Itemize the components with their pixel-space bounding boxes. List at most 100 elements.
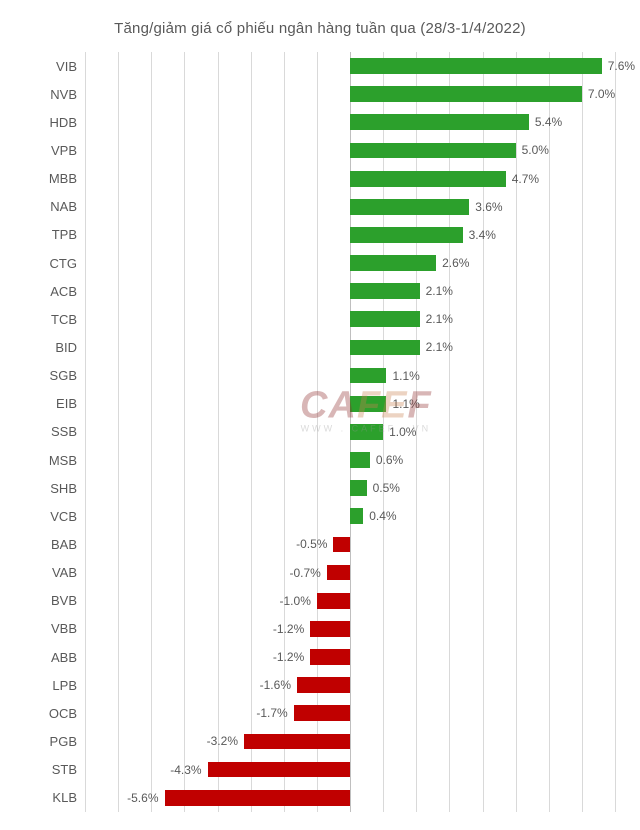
value-label: -5.6%	[127, 791, 158, 805]
y-axis-label: VIB	[25, 59, 85, 74]
bar	[350, 255, 436, 271]
bar-row: 7.6%	[85, 52, 615, 80]
value-label: -0.7%	[289, 566, 320, 580]
value-label: 5.4%	[535, 115, 562, 129]
bar-row: 1.1%	[85, 390, 615, 418]
bar-row: -1.2%	[85, 615, 615, 643]
bar	[350, 368, 386, 384]
value-label: 7.6%	[608, 59, 635, 73]
value-label: 1.1%	[392, 397, 419, 411]
bar	[208, 762, 350, 778]
y-axis-label: VAB	[25, 565, 85, 580]
bar-row: -1.2%	[85, 643, 615, 671]
bar-row: -0.5%	[85, 530, 615, 558]
bar-row: -1.6%	[85, 671, 615, 699]
bar	[165, 790, 351, 806]
y-axis-label: OCB	[25, 706, 85, 721]
bar-row: 4.7%	[85, 165, 615, 193]
bar	[350, 480, 367, 496]
value-label: 2.1%	[426, 312, 453, 326]
bar-row: 0.5%	[85, 474, 615, 502]
bar	[350, 340, 420, 356]
bar-row: -0.7%	[85, 559, 615, 587]
bar-row: -3.2%	[85, 727, 615, 755]
y-axis-label: VBB	[25, 621, 85, 636]
value-label: 4.7%	[512, 172, 539, 186]
y-axis-label: NVB	[25, 87, 85, 102]
y-axis-label: KLB	[25, 790, 85, 805]
y-axis-label: HDB	[25, 115, 85, 130]
value-label: -0.5%	[296, 537, 327, 551]
y-axis-label: SSB	[25, 424, 85, 439]
bar-row: 2.6%	[85, 249, 615, 277]
value-label: 0.6%	[376, 453, 403, 467]
value-label: 1.0%	[389, 425, 416, 439]
value-label: -1.2%	[273, 650, 304, 664]
value-label: 2.1%	[426, 284, 453, 298]
bar	[327, 565, 350, 581]
value-label: 2.6%	[442, 256, 469, 270]
chart-title: Tăng/giảm giá cổ phiếu ngân hàng tuần qu…	[25, 20, 615, 37]
bar-row: 2.1%	[85, 277, 615, 305]
bar	[350, 114, 529, 130]
value-label: 2.1%	[426, 340, 453, 354]
plot-area: VIBNVBHDBVPBMBBNABTPBCTGACBTCBBIDSGBEIBS…	[25, 52, 615, 812]
y-labels-column: VIBNVBHDBVPBMBBNABTPBCTGACBTCBBIDSGBEIBS…	[25, 52, 85, 812]
value-label: 3.6%	[475, 200, 502, 214]
value-label: 5.0%	[522, 143, 549, 157]
value-label: 1.1%	[392, 369, 419, 383]
bar	[350, 58, 602, 74]
bars-column: 7.6%7.0%5.4%5.0%4.7%3.6%3.4%2.6%2.1%2.1%…	[85, 52, 615, 812]
chart-container: Tăng/giảm giá cổ phiếu ngân hàng tuần qu…	[0, 0, 640, 830]
bar	[294, 705, 350, 721]
value-label: -1.7%	[256, 706, 287, 720]
bar	[350, 171, 506, 187]
bar-row: 1.0%	[85, 418, 615, 446]
bar	[350, 143, 516, 159]
gridline	[615, 52, 616, 812]
y-axis-label: BVB	[25, 593, 85, 608]
bar-row: 5.0%	[85, 136, 615, 164]
bar-row: 0.4%	[85, 502, 615, 530]
y-axis-label: ACB	[25, 284, 85, 299]
bar	[317, 593, 350, 609]
bar-row: -1.0%	[85, 587, 615, 615]
value-label: 0.4%	[369, 509, 396, 523]
y-axis-label: ABB	[25, 650, 85, 665]
y-axis-label: VCB	[25, 509, 85, 524]
bar	[310, 621, 350, 637]
bar	[350, 86, 582, 102]
y-axis-label: SGB	[25, 368, 85, 383]
bar	[350, 396, 386, 412]
bar	[350, 227, 463, 243]
bar	[350, 199, 469, 215]
bar-row: 5.4%	[85, 108, 615, 136]
y-axis-label: PGB	[25, 734, 85, 749]
y-axis-label: BAB	[25, 537, 85, 552]
y-axis-label: TPB	[25, 227, 85, 242]
y-axis-label: EIB	[25, 396, 85, 411]
y-axis-label: SHB	[25, 481, 85, 496]
y-axis-label: NAB	[25, 199, 85, 214]
value-label: -1.6%	[260, 678, 291, 692]
y-axis-label: STB	[25, 762, 85, 777]
bar	[244, 734, 350, 750]
bar-row: 2.1%	[85, 333, 615, 361]
value-label: 0.5%	[373, 481, 400, 495]
bar-row: 3.4%	[85, 221, 615, 249]
y-axis-label: TCB	[25, 312, 85, 327]
y-axis-label: LPB	[25, 678, 85, 693]
value-label: 3.4%	[469, 228, 496, 242]
bar	[350, 424, 383, 440]
bar-row: -4.3%	[85, 756, 615, 784]
bar-row: -5.6%	[85, 784, 615, 812]
bar	[333, 537, 350, 553]
bar-row: 3.6%	[85, 193, 615, 221]
y-axis-label: VPB	[25, 143, 85, 158]
bar	[350, 311, 420, 327]
bar	[350, 452, 370, 468]
value-label: -3.2%	[207, 734, 238, 748]
y-axis-label: CTG	[25, 256, 85, 271]
value-label: -1.0%	[280, 594, 311, 608]
bar	[350, 508, 363, 524]
